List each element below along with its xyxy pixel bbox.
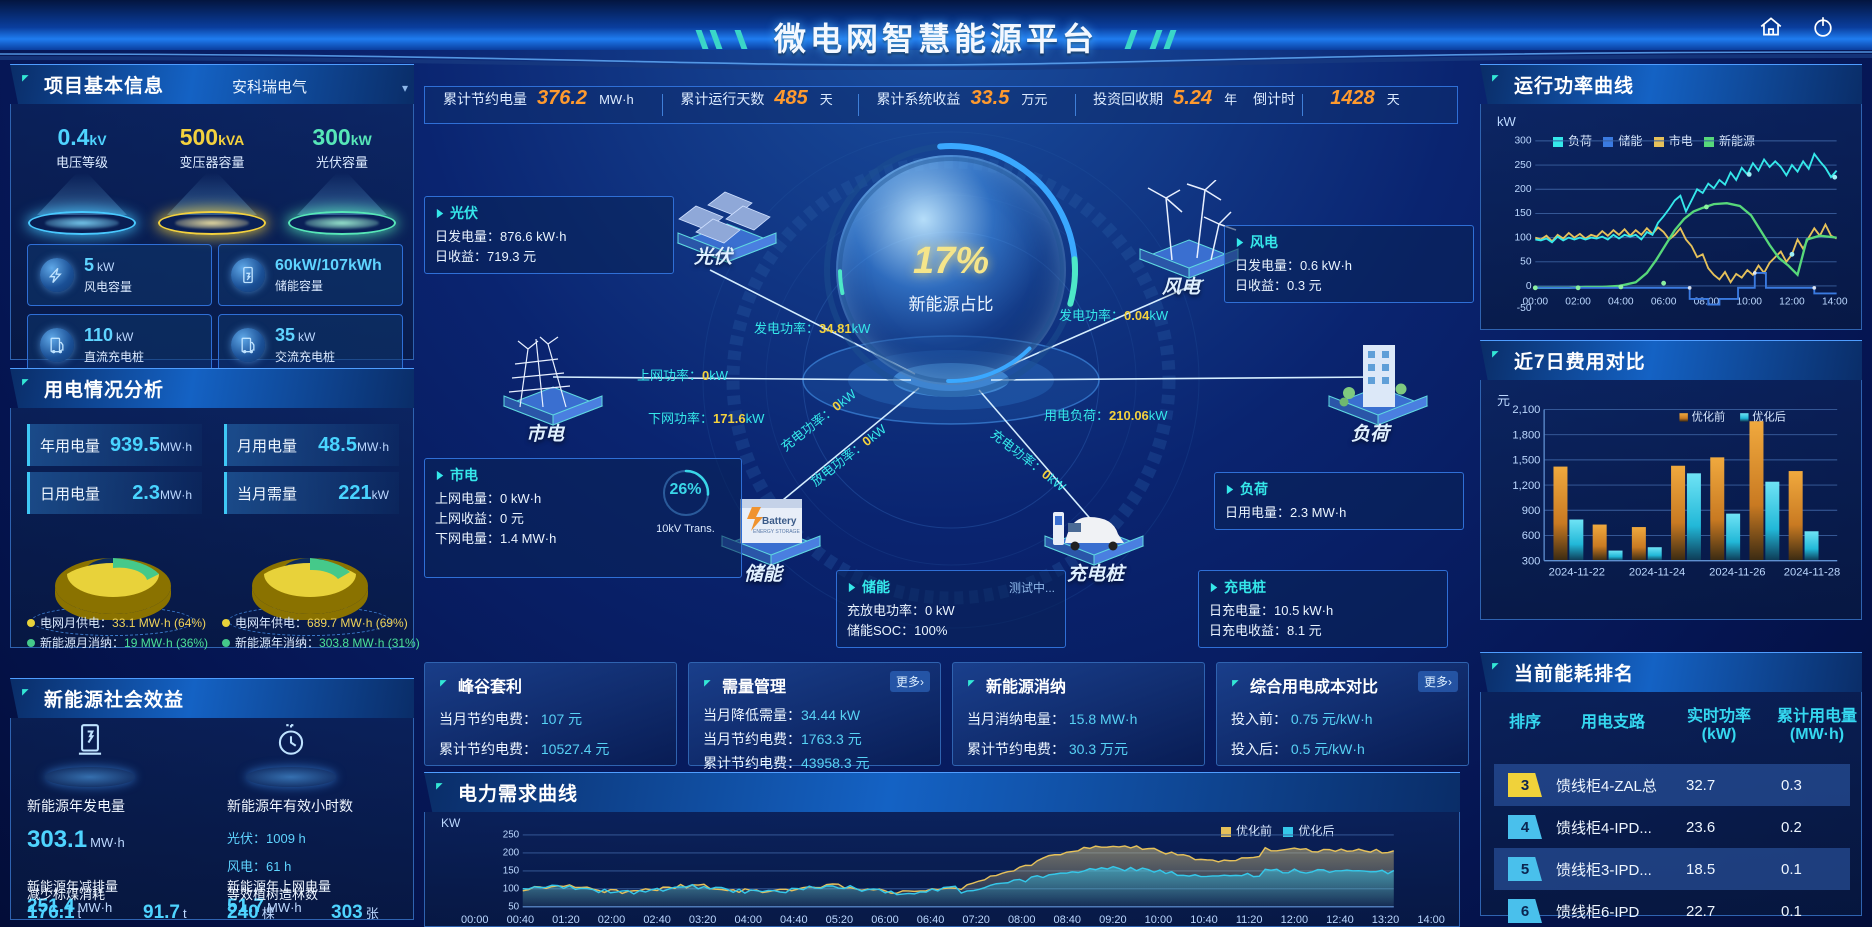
svg-text:2024-11-22: 2024-11-22 — [1549, 567, 1605, 579]
svg-text:300: 300 — [1522, 555, 1541, 567]
svg-text:100: 100 — [503, 884, 520, 895]
svg-text:Battery: Battery — [762, 516, 797, 527]
svg-text:ENERGY STORAGE: ENERGY STORAGE — [753, 529, 800, 535]
svg-text:1,200: 1,200 — [1512, 480, 1540, 492]
svg-text:10:00: 10:00 — [1736, 297, 1762, 308]
svg-text:00:00: 00:00 — [1523, 297, 1549, 308]
svg-text:2024-11-26: 2024-11-26 — [1709, 567, 1765, 579]
svg-text:50: 50 — [1520, 257, 1532, 268]
svg-text:04:00: 04:00 — [1608, 297, 1634, 308]
svg-text:12:00: 12:00 — [1779, 297, 1805, 308]
svg-text:50: 50 — [508, 902, 519, 913]
svg-text:2,100: 2,100 — [1512, 404, 1540, 416]
svg-text:2024-11-24: 2024-11-24 — [1629, 567, 1685, 579]
svg-text:100: 100 — [1515, 232, 1532, 243]
svg-text:优化前: 优化前 — [1692, 410, 1726, 424]
svg-text:300: 300 — [1515, 136, 1532, 147]
svg-text:1,500: 1,500 — [1512, 455, 1540, 467]
svg-text:06:00: 06:00 — [1651, 297, 1677, 308]
svg-text:200: 200 — [1515, 184, 1532, 195]
svg-text:150: 150 — [503, 866, 520, 877]
svg-text:2024-11-28: 2024-11-28 — [1784, 567, 1840, 579]
svg-text:1,800: 1,800 — [1512, 429, 1540, 441]
svg-text:600: 600 — [1522, 530, 1541, 542]
svg-text:150: 150 — [1515, 208, 1532, 219]
svg-text:0: 0 — [1526, 281, 1532, 292]
svg-text:900: 900 — [1522, 505, 1541, 517]
svg-text:02:00: 02:00 — [1565, 297, 1591, 308]
svg-text:200: 200 — [503, 848, 520, 859]
svg-text:250: 250 — [503, 830, 520, 841]
svg-text:14:00: 14:00 — [1822, 297, 1848, 308]
svg-text:250: 250 — [1515, 160, 1532, 171]
